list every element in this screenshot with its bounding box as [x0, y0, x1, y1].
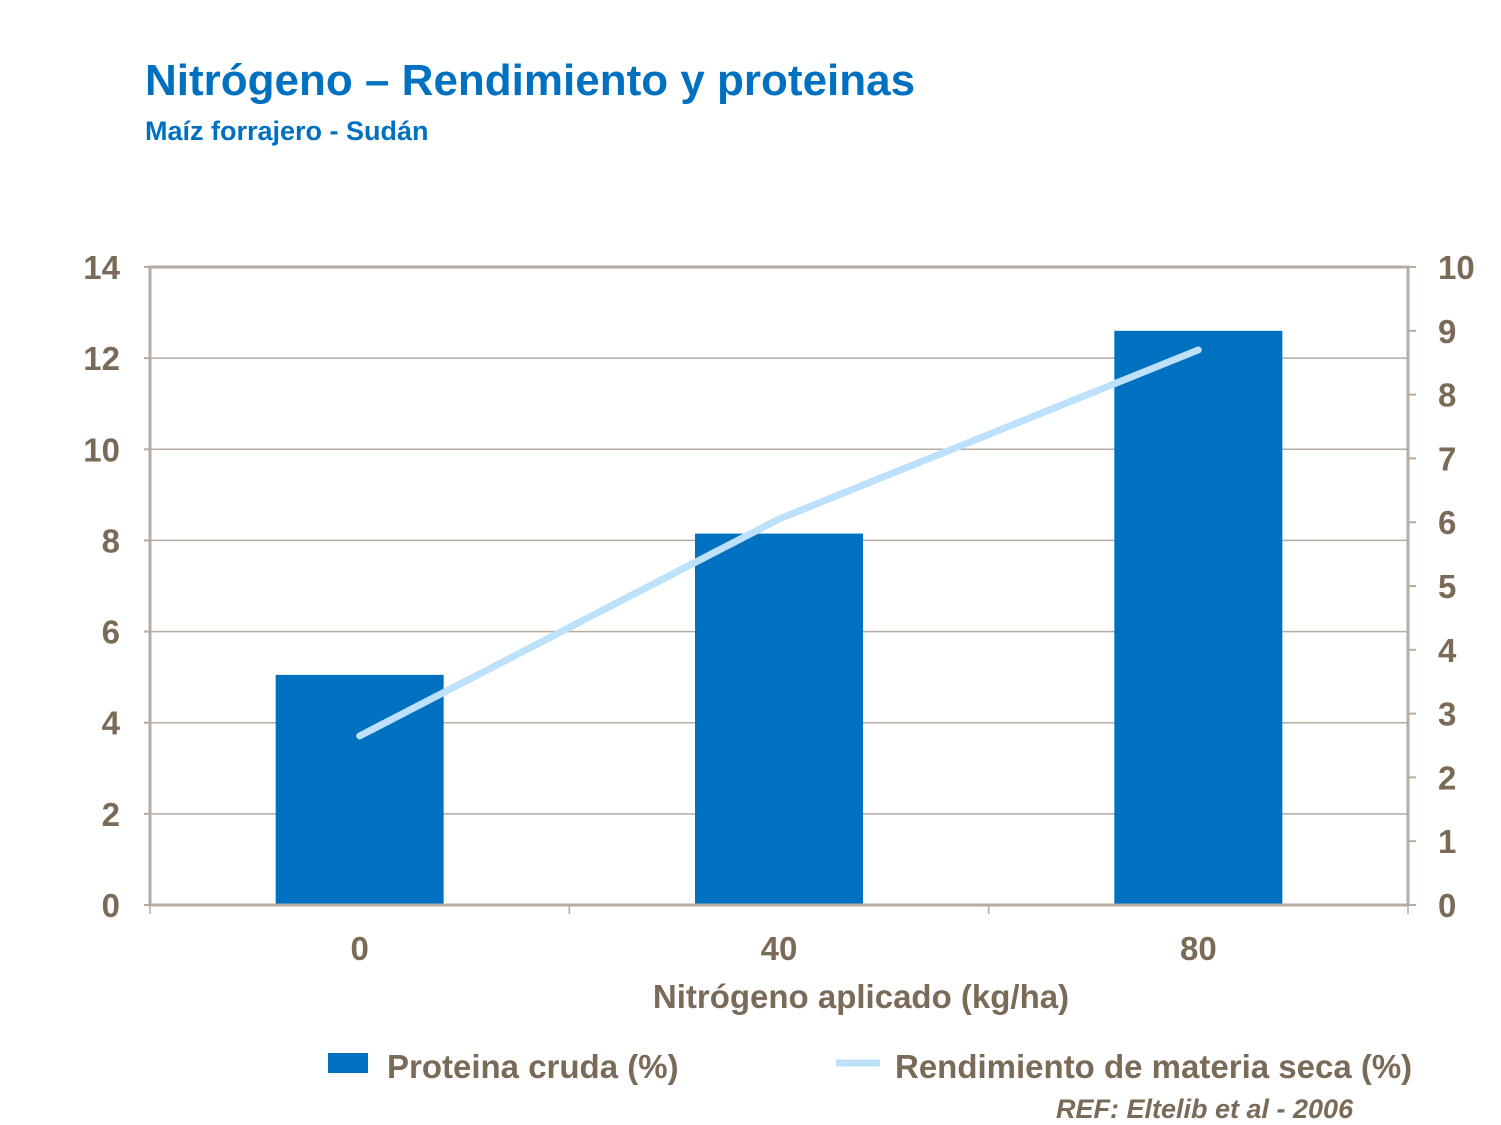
y-right-tick-label: 2	[1438, 759, 1456, 796]
y-left-tick-label: 6	[102, 614, 120, 651]
y-right-tick-label: 6	[1438, 504, 1456, 541]
chart-title: Nitrógeno – Rendimiento y proteinas	[145, 56, 916, 105]
y-left-tick-label: 0	[102, 887, 120, 924]
y-right-tick-label: 7	[1438, 440, 1456, 477]
x-tick-label: 40	[761, 930, 798, 967]
y-right-tick-label: 8	[1438, 377, 1456, 414]
y-right-tick-label: 3	[1438, 696, 1456, 733]
legend: Proteina cruda (%) Rendimiento de materi…	[328, 1048, 1412, 1085]
reference-note: REF: Eltelib et al - 2006	[1056, 1094, 1354, 1124]
y-right-tick-label: 0	[1438, 887, 1456, 924]
legend-swatch-bar	[328, 1053, 368, 1073]
y-left-tick-label: 2	[102, 796, 120, 833]
bar	[1114, 330, 1283, 905]
bar	[695, 533, 863, 905]
x-tick-label: 0	[350, 930, 368, 967]
y-right-tick-label: 10	[1438, 249, 1475, 286]
series-line	[356, 346, 1202, 740]
bar	[275, 674, 444, 905]
chart-subtitle: Maíz forrajero - Sudán	[145, 116, 429, 146]
y-right-tick-label: 4	[1438, 632, 1457, 669]
y-left-tick-label: 10	[83, 431, 120, 468]
legend-label-bar: Proteina cruda (%)	[387, 1048, 679, 1085]
y-left-tick-label: 4	[102, 705, 121, 742]
y-right-tick-label: 1	[1438, 823, 1456, 860]
y-right-tick-label: 9	[1438, 313, 1456, 350]
x-axis-label: Nitrógeno aplicado (kg/ha)	[653, 978, 1069, 1015]
legend-label-line: Rendimiento de materia seca (%)	[895, 1048, 1412, 1085]
y-left-tick-label: 8	[102, 522, 120, 559]
x-tick-label: 80	[1180, 930, 1217, 967]
y-left-tick-label: 12	[83, 340, 120, 377]
y-left-tick-label: 14	[83, 249, 120, 286]
y-right-tick-label: 5	[1438, 568, 1456, 605]
